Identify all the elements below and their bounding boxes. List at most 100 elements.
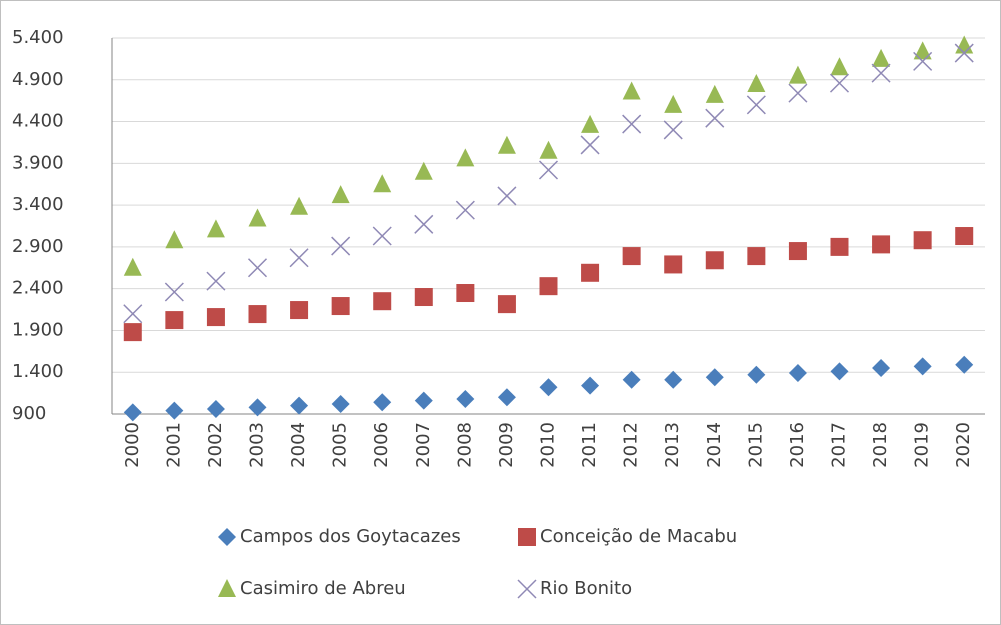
data-point xyxy=(456,284,475,303)
data-point xyxy=(746,95,766,115)
data-point xyxy=(622,370,641,389)
data-point xyxy=(788,364,807,383)
data-point xyxy=(955,355,974,374)
data-point xyxy=(373,292,392,311)
legend-label: Rio Bonito xyxy=(540,578,632,599)
data-point xyxy=(580,135,600,155)
data-point xyxy=(705,84,724,103)
data-point xyxy=(165,230,184,249)
data-point xyxy=(414,161,433,180)
data-point xyxy=(248,398,267,417)
y-tick-label: 4.900 xyxy=(12,69,64,90)
data-point xyxy=(747,247,766,266)
data-point xyxy=(123,257,142,276)
x-tick-label: 2006 xyxy=(371,422,392,468)
data-point xyxy=(664,370,683,389)
data-point xyxy=(622,81,641,100)
legend-marker xyxy=(218,579,236,597)
data-point xyxy=(913,231,932,250)
data-point xyxy=(123,323,142,342)
data-point xyxy=(372,226,392,246)
x-tick-label: 2007 xyxy=(413,422,434,468)
x-tick-label: 2018 xyxy=(870,422,891,468)
data-point xyxy=(456,389,475,408)
data-point xyxy=(664,94,683,113)
y-tick-label: 900 xyxy=(12,403,46,424)
data-point xyxy=(788,242,807,261)
data-point xyxy=(705,108,725,128)
data-point xyxy=(539,378,558,397)
data-point xyxy=(830,57,849,76)
data-point xyxy=(871,63,891,83)
y-tick-label: 1.900 xyxy=(12,319,64,340)
data-point xyxy=(414,288,433,307)
x-tick-label: 2012 xyxy=(621,422,642,468)
x-tick-label: 2000 xyxy=(122,422,143,468)
data-point xyxy=(247,258,268,278)
x-tick-label: 2019 xyxy=(912,422,933,468)
data-point xyxy=(872,48,891,67)
x-tick-label: 2013 xyxy=(662,422,683,468)
data-point xyxy=(497,186,517,206)
x-tick-label: 2001 xyxy=(163,422,184,468)
data-point xyxy=(414,391,433,410)
x-tick-label: 2009 xyxy=(496,422,517,468)
data-point xyxy=(497,135,516,154)
x-tick-label: 2004 xyxy=(288,422,309,468)
data-point xyxy=(248,305,267,324)
data-point xyxy=(913,41,932,60)
data-point xyxy=(290,396,309,415)
data-point xyxy=(830,362,849,381)
legend-label: Conceição de Macabu xyxy=(540,526,737,547)
data-point xyxy=(331,297,350,316)
data-point xyxy=(955,227,974,246)
data-point xyxy=(331,394,350,413)
data-point xyxy=(206,308,225,327)
data-point xyxy=(373,174,392,193)
data-point xyxy=(581,263,600,282)
x-tick-label: 2016 xyxy=(787,422,808,468)
data-point xyxy=(414,214,434,234)
data-point xyxy=(747,365,766,384)
data-point xyxy=(539,140,558,159)
legend-label: Campos dos Goytacazes xyxy=(240,526,461,547)
data-point xyxy=(373,393,392,412)
data-point xyxy=(165,311,184,330)
legend-marker xyxy=(517,579,537,599)
data-point xyxy=(705,251,724,270)
x-tick-label: 2011 xyxy=(579,422,600,468)
x-tick-label: 2020 xyxy=(953,422,974,468)
data-point xyxy=(290,301,309,320)
data-point xyxy=(581,376,600,395)
data-point xyxy=(289,248,309,268)
x-tick-label: 2015 xyxy=(745,422,766,468)
y-tick-label: 4.400 xyxy=(12,111,64,132)
data-point xyxy=(581,114,600,133)
x-tick-label: 2002 xyxy=(205,422,226,468)
data-point xyxy=(664,255,683,274)
data-point xyxy=(497,388,516,407)
data-point xyxy=(123,403,142,422)
data-point xyxy=(206,219,225,238)
y-tick-label: 1.400 xyxy=(12,361,64,382)
data-point xyxy=(165,401,184,420)
data-point xyxy=(538,160,559,180)
data-point xyxy=(123,304,143,324)
data-point xyxy=(539,277,558,296)
data-point xyxy=(747,73,766,92)
legend-label: Casimiro de Abreu xyxy=(240,578,406,599)
x-tick-label: 2003 xyxy=(247,422,268,468)
y-tick-label: 2.900 xyxy=(12,236,64,257)
data-point xyxy=(206,399,225,418)
data-point xyxy=(663,120,683,140)
data-point xyxy=(872,235,891,254)
x-tick-label: 2008 xyxy=(454,422,475,468)
y-tick-label: 2.400 xyxy=(12,278,64,299)
data-point xyxy=(913,51,933,71)
data-point xyxy=(788,83,808,103)
x-tick-label: 2014 xyxy=(704,422,725,468)
data-point xyxy=(456,148,475,167)
data-point xyxy=(331,236,351,256)
data-point xyxy=(497,295,516,314)
data-point xyxy=(872,359,891,378)
